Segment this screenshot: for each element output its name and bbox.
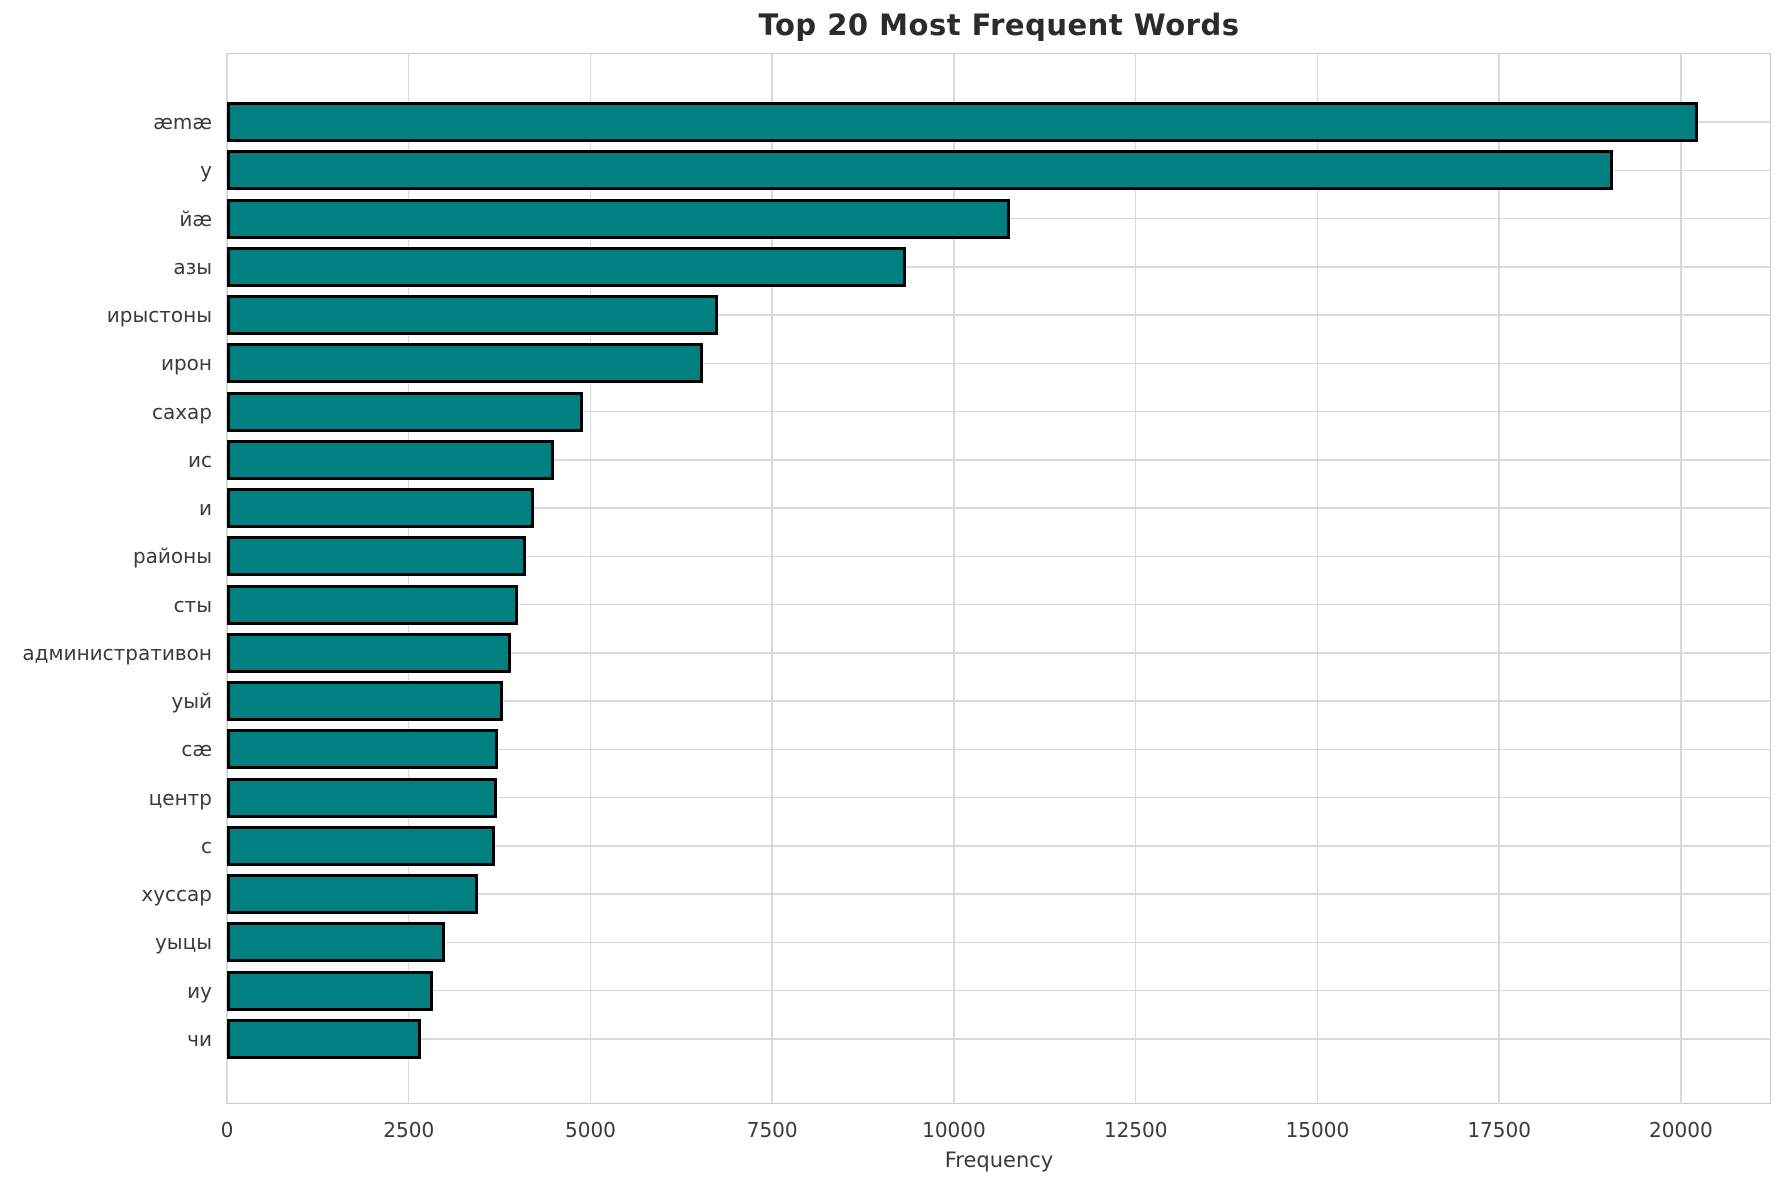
bar-ирон: [227, 343, 704, 384]
y-gridline: [227, 796, 1771, 799]
bar-ис: [227, 439, 555, 480]
bar-азы: [227, 246, 906, 287]
x-axis-label: Frequency: [944, 1148, 1054, 1172]
y-tick-label: и: [199, 496, 212, 521]
x-gridline: [1316, 53, 1319, 1104]
x-tick-label: 7500: [746, 1118, 798, 1142]
bar-уыцы: [227, 922, 446, 963]
x-tick-label: 15000: [1285, 1118, 1350, 1142]
bar-сты: [227, 584, 518, 625]
y-gridline: [227, 362, 1771, 365]
y-tick-label: чи: [187, 1026, 212, 1051]
y-gridline: [227, 652, 1771, 654]
bar-и: [227, 488, 534, 529]
x-tick-label: 5000: [565, 1118, 616, 1142]
bar-административон: [227, 632, 512, 673]
x-gridline: [1680, 53, 1682, 1104]
x-gridline: [226, 53, 228, 1104]
y-tick-label: азы: [173, 254, 212, 279]
y-gridline: [227, 603, 1771, 606]
y-tick-label: сты: [173, 592, 212, 617]
y-tick-label: уыцы: [154, 930, 212, 955]
y-tick-label: иу: [187, 978, 212, 1003]
x-tick-label: 0: [220, 1118, 234, 1142]
y-tick-label: ис: [188, 447, 212, 472]
y-tick-label: сæ: [181, 737, 212, 762]
y-gridline: [227, 314, 1771, 316]
y-tick-label: районы: [132, 544, 212, 569]
y-gridline: [227, 555, 1771, 558]
x-gridline: [1134, 53, 1137, 1104]
y-gridline: [227, 845, 1771, 847]
x-gridline: [1498, 53, 1500, 1104]
y-gridline: [227, 893, 1771, 895]
x-tick-label: 17500: [1467, 1118, 1531, 1142]
bar-ирыстоны: [227, 295, 719, 336]
x-gridline: [589, 53, 592, 1104]
y-tick-label: ирон: [160, 351, 212, 376]
bar-центр: [227, 777, 498, 818]
bar-у: [227, 150, 1614, 191]
y-tick-label: ирыстоны: [106, 303, 212, 328]
y-gridline: [227, 989, 1771, 992]
bar-иу: [227, 970, 434, 1011]
bar-районы: [227, 536, 527, 577]
bar-сæ: [227, 729, 498, 770]
bar-с: [227, 825, 496, 866]
bar-хуссар: [227, 874, 478, 915]
y-tick-label: у: [200, 158, 212, 183]
x-tick-label: 20000: [1649, 1118, 1713, 1142]
x-gridline: [953, 53, 955, 1104]
y-gridline: [227, 266, 1771, 268]
x-tick-label: 12500: [1103, 1118, 1168, 1142]
y-gridline: [227, 1038, 1771, 1040]
y-gridline: [227, 700, 1771, 702]
y-tick-label: с: [201, 833, 212, 858]
bar-æmæ: [227, 102, 1698, 142]
y-tick-label: йæ: [179, 206, 212, 231]
bar-чи: [227, 1018, 422, 1059]
y-tick-label: æmæ: [153, 110, 212, 134]
y-tick-label: административон: [22, 640, 212, 665]
y-gridline: [227, 459, 1771, 461]
y-gridline: [227, 748, 1771, 751]
y-gridline: [227, 507, 1771, 509]
bar-сахар: [227, 391, 584, 432]
x-gridline: [407, 53, 410, 1104]
y-tick-label: уый: [171, 689, 212, 714]
x-gridline: [771, 53, 773, 1104]
x-tick-label: 2500: [383, 1118, 435, 1142]
y-tick-label: центр: [148, 785, 212, 810]
y-gridline: [227, 410, 1771, 413]
y-tick-label: хуссар: [141, 882, 212, 907]
x-tick-label: 10000: [922, 1118, 986, 1142]
bar-йæ: [227, 198, 1011, 239]
bar-уый: [227, 681, 503, 722]
chart-title: Top 20 Most Frequent Words: [758, 8, 1240, 42]
y-tick-label: сахар: [151, 399, 212, 424]
y-gridline: [227, 941, 1771, 944]
